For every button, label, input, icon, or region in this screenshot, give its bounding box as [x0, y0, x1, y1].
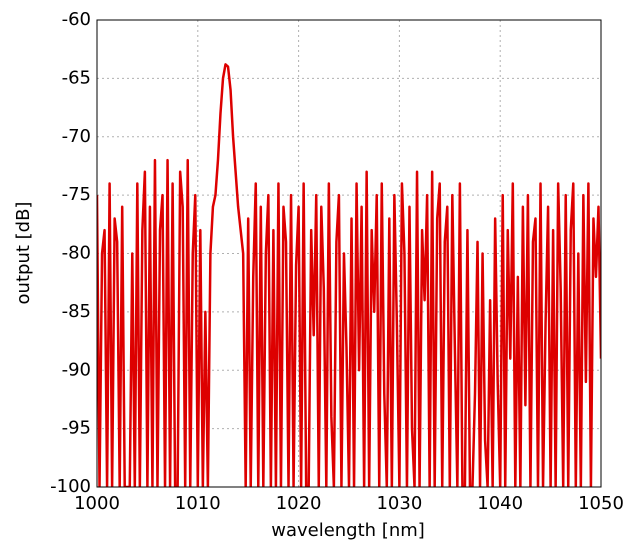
y-tick-label: -60	[62, 9, 91, 30]
x-tick-label: 1030	[376, 493, 422, 514]
y-tick-label: -95	[62, 418, 91, 439]
y-tick-label: -75	[62, 184, 91, 205]
x-tick-label: 1010	[175, 493, 221, 514]
data-line	[97, 63, 601, 487]
y-axis-label: output [dB]	[13, 202, 34, 305]
y-tick-label: -90	[62, 359, 91, 380]
y-tick-label: -85	[62, 301, 91, 322]
y-tick-label: -100	[50, 476, 91, 497]
x-tick-label: 1000	[74, 493, 120, 514]
x-tick-label: 1040	[477, 493, 523, 514]
y-tick-label: -70	[62, 126, 91, 147]
y-tick-label: -65	[62, 67, 91, 88]
x-tick-label: 1020	[276, 493, 322, 514]
x-axis-label: wavelength [nm]	[271, 520, 425, 541]
y-tick-label: -80	[62, 243, 91, 264]
x-tick-label: 1050	[578, 493, 624, 514]
plot-frame	[96, 19, 602, 488]
